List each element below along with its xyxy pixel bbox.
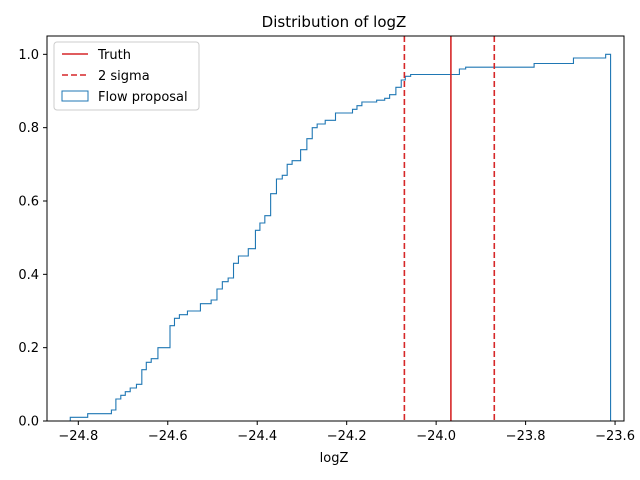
axes-frame [46, 35, 625, 422]
y-tick-label: 0.0 [18, 415, 39, 430]
flow-proposal-step-series [69, 53, 612, 421]
y-tick-label: 0.6 [18, 195, 39, 210]
x-tick-label: −24.4 [237, 429, 277, 444]
legend-truth-label: Truth [97, 48, 131, 63]
x-tick-label: −24.2 [327, 429, 367, 444]
legend-2-sigma-label: 2 sigma [98, 69, 150, 84]
plot-area [69, 36, 612, 421]
x-tick-label: −23.6 [595, 429, 635, 444]
x-axis: −24.8 −24.6 −24.4 −24.2 −24.0 −23.8 −23.6 [58, 421, 635, 444]
chart-title: Distribution of logZ [262, 13, 407, 31]
y-axis: 0.0 0.2 0.4 0.6 0.8 1.0 [18, 48, 47, 430]
x-axis-title: logZ [320, 451, 349, 466]
x-tick-label: −24.0 [416, 429, 456, 444]
legend-flow-proposal-swatch [61, 90, 89, 102]
legend: Truth 2 sigma Flow proposal [53, 41, 200, 111]
y-tick-label: 0.2 [18, 341, 39, 356]
x-tick-label: −24.8 [58, 429, 98, 444]
legend-frame [53, 41, 200, 111]
y-tick-label: 0.8 [18, 121, 39, 136]
x-tick-label: −23.8 [506, 429, 546, 444]
x-tick-label: −24.6 [148, 429, 188, 444]
legend-flow-proposal-label: Flow proposal [98, 90, 188, 105]
y-tick-label: 1.0 [18, 48, 39, 63]
y-tick-label: 0.4 [18, 268, 39, 283]
